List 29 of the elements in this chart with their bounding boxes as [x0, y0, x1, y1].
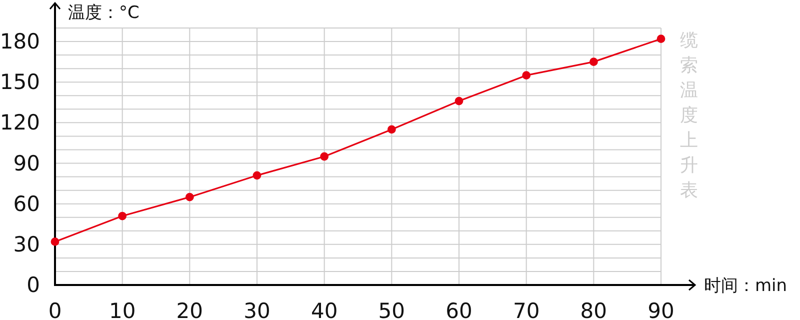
x-tick-label: 60 — [446, 299, 472, 320]
point — [589, 58, 598, 66]
y-tick-label: 60 — [13, 192, 40, 216]
x-tick-label: 80 — [580, 299, 608, 320]
x-tick-label: 0 — [48, 299, 62, 320]
point — [320, 152, 329, 161]
point — [387, 125, 396, 134]
x-tick-label: 30 — [244, 299, 270, 320]
y-tick-label: 120 — [0, 110, 40, 135]
x-tick-label: 20 — [176, 299, 204, 320]
x-tick-label: 10 — [108, 299, 136, 320]
y-tick-label: 90 — [13, 151, 40, 176]
x-tick-label: 90 — [648, 299, 674, 320]
x-tick-label: 50 — [378, 299, 406, 320]
x-axis-title: 时间：min — [704, 276, 788, 296]
x-tick-label: 40 — [310, 299, 338, 320]
y-tick-label: 30 — [13, 232, 40, 256]
y-tick-label: 0 — [26, 273, 40, 297]
point — [185, 192, 194, 202]
y-tick-label: 180 — [0, 30, 40, 54]
point — [50, 238, 60, 246]
y-axis-title: 温度：°C — [68, 3, 140, 23]
y-tick-label: 150 — [0, 70, 40, 94]
x-tick-label: 70 — [512, 299, 540, 320]
point — [656, 34, 666, 44]
point — [252, 171, 262, 180]
point — [118, 212, 127, 220]
point — [522, 71, 531, 80]
point — [454, 96, 464, 106]
